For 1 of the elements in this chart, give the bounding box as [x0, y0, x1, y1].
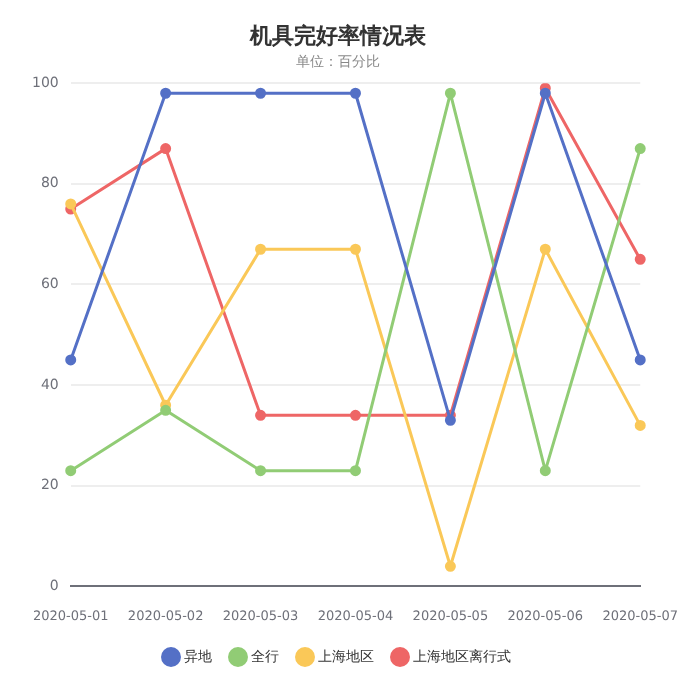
chart-title: 机具完好率情况表	[248, 22, 428, 49]
